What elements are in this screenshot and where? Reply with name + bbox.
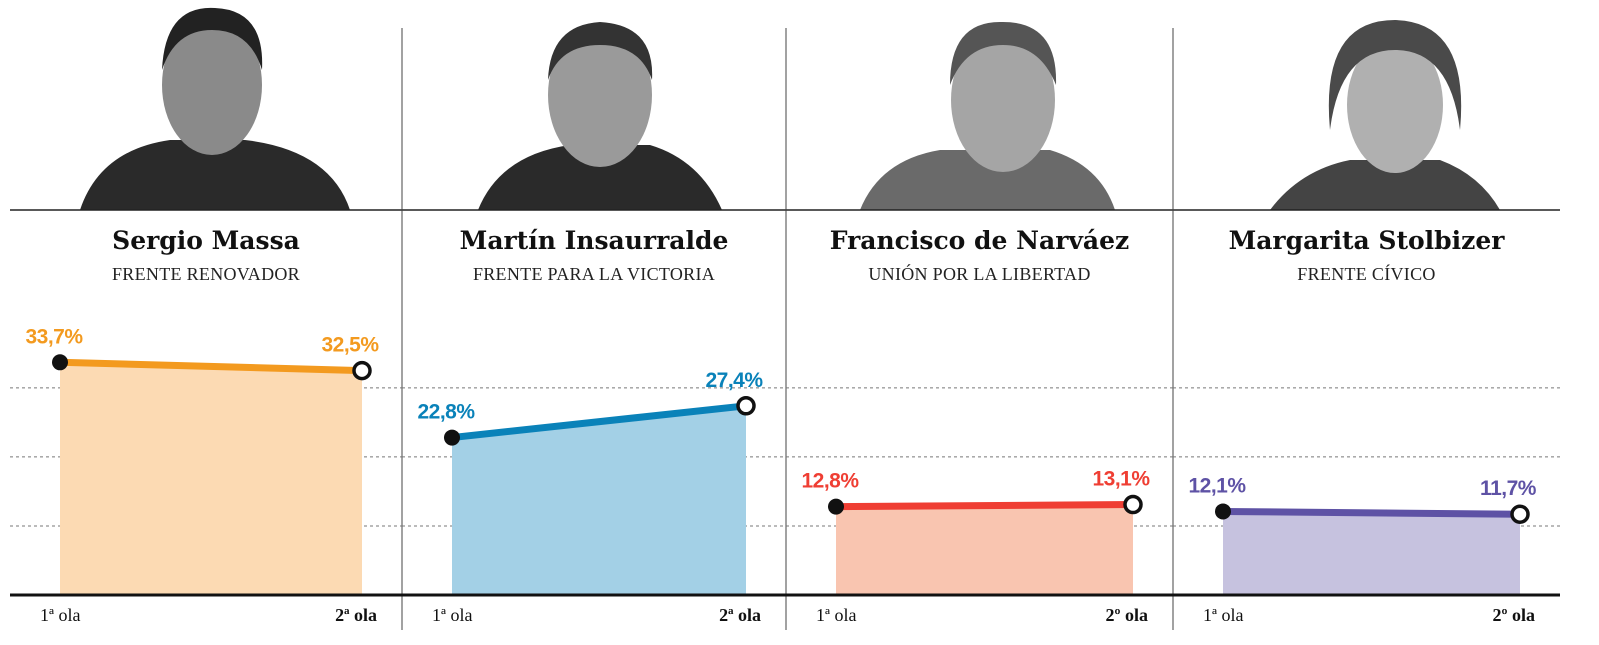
x-tick-label: 1ª ola xyxy=(1203,605,1243,625)
x-tick-label: 1ª ola xyxy=(816,605,856,625)
point xyxy=(52,354,68,370)
photos xyxy=(80,8,1500,210)
point xyxy=(828,499,844,515)
point xyxy=(1215,503,1231,519)
value-label: 13,1% xyxy=(1092,468,1150,491)
panel-subtitle: FRENTE RENOVADOR xyxy=(112,264,300,284)
value-label: 22,8% xyxy=(417,401,475,424)
photo xyxy=(1270,20,1500,210)
x-tick-label: 2ª ola xyxy=(719,605,761,625)
area xyxy=(836,505,1133,595)
photo xyxy=(860,22,1115,210)
panel-title: Martín Insaurralde xyxy=(460,226,729,255)
panel-title: Sergio Massa xyxy=(112,226,300,255)
panel-subtitle: UNIÓN POR LA LIBERTAD xyxy=(868,263,1090,284)
area xyxy=(1223,511,1520,595)
line xyxy=(1223,511,1520,514)
value-label: 12,1% xyxy=(1188,474,1246,497)
value-label: 11,7% xyxy=(1480,477,1537,500)
page: {"chart_data": [ {"type": "line", "title… xyxy=(0,0,1599,645)
photo xyxy=(478,22,722,210)
panel-title: Margarita Stolbizer xyxy=(1229,226,1506,255)
value-label: 32,5% xyxy=(321,334,379,357)
value-label: 12,8% xyxy=(801,470,859,493)
x-tick-label: 2º ola xyxy=(1493,605,1535,625)
areas xyxy=(60,362,1520,595)
area xyxy=(60,362,362,595)
photo xyxy=(80,8,350,210)
value-label: 33,7% xyxy=(25,325,83,348)
value-label: 27,4% xyxy=(705,369,763,392)
x-tick-label: 1ª ola xyxy=(40,605,80,625)
panel-title: Francisco de Narváez xyxy=(830,226,1129,255)
point xyxy=(444,430,460,446)
point xyxy=(354,363,370,379)
x-tick-label: 2ª ola xyxy=(335,605,377,625)
x-tick-label: 1ª ola xyxy=(432,605,472,625)
panel-subtitle: FRENTE PARA LA VICTORIA xyxy=(473,264,715,284)
infographic: 33,7% 32,5% 22,8% 27,4% 12,8% 13,1% 12,1% 11,7%… xyxy=(0,0,1599,645)
x-tick-label: 2º ola xyxy=(1106,605,1148,625)
point xyxy=(1125,497,1141,513)
panel-subtitle: FRENTE CÍVICO xyxy=(1297,263,1435,284)
line xyxy=(836,505,1133,507)
point xyxy=(738,398,754,414)
point xyxy=(1512,506,1528,522)
